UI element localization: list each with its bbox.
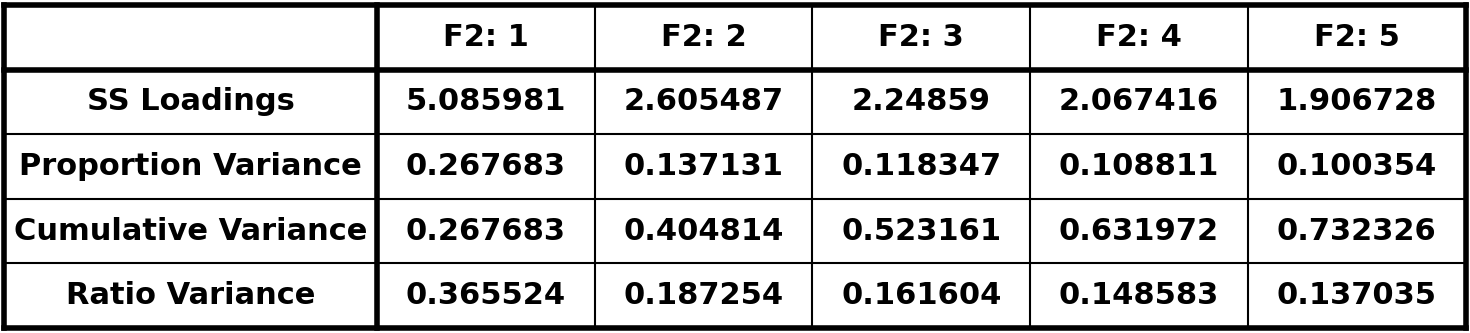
Text: F2: 4: F2: 4 — [1097, 23, 1182, 52]
Text: 0.137131: 0.137131 — [623, 152, 784, 181]
Text: 0.523161: 0.523161 — [841, 216, 1001, 246]
Text: 1.906728: 1.906728 — [1276, 87, 1436, 117]
Bar — [595, 70, 813, 134]
Text: Cumulative Variance: Cumulative Variance — [15, 216, 368, 246]
Text: F2: 3: F2: 3 — [879, 23, 964, 52]
Bar — [376, 5, 595, 70]
Text: Ratio Variance: Ratio Variance — [66, 281, 316, 310]
Text: Proportion Variance: Proportion Variance — [19, 152, 362, 181]
Bar — [4, 134, 376, 199]
Bar — [813, 134, 1030, 199]
Text: 5.085981: 5.085981 — [406, 87, 566, 117]
Bar — [813, 263, 1030, 328]
Bar — [1030, 134, 1248, 199]
Text: 0.137035: 0.137035 — [1277, 281, 1436, 310]
Bar — [813, 70, 1030, 134]
Bar — [1030, 70, 1248, 134]
Bar — [1030, 263, 1248, 328]
Text: 0.365524: 0.365524 — [406, 281, 566, 310]
Bar — [376, 134, 595, 199]
Bar — [1248, 5, 1466, 70]
Bar — [4, 199, 376, 263]
Text: 2.067416: 2.067416 — [1058, 87, 1219, 117]
Bar — [376, 263, 595, 328]
Text: 0.100354: 0.100354 — [1276, 152, 1436, 181]
Bar — [595, 263, 813, 328]
Bar — [4, 263, 376, 328]
Bar — [1248, 70, 1466, 134]
Text: 0.161604: 0.161604 — [841, 281, 1001, 310]
Text: 2.605487: 2.605487 — [623, 87, 784, 117]
Bar — [1248, 263, 1466, 328]
Bar — [376, 70, 595, 134]
Text: F2: 1: F2: 1 — [442, 23, 529, 52]
Text: F2: 5: F2: 5 — [1314, 23, 1399, 52]
Bar — [4, 5, 376, 70]
Bar — [1248, 134, 1466, 199]
Bar — [813, 5, 1030, 70]
Text: 2.24859: 2.24859 — [851, 87, 991, 117]
Text: 0.267683: 0.267683 — [406, 152, 566, 181]
Bar — [1030, 199, 1248, 263]
Bar — [376, 199, 595, 263]
Bar — [595, 5, 813, 70]
Text: 0.732326: 0.732326 — [1277, 216, 1436, 246]
Text: SS Loadings: SS Loadings — [87, 87, 294, 117]
Text: 0.148583: 0.148583 — [1058, 281, 1219, 310]
Bar — [813, 199, 1030, 263]
Text: 0.187254: 0.187254 — [623, 281, 784, 310]
Text: F2: 2: F2: 2 — [660, 23, 747, 52]
Bar — [595, 134, 813, 199]
Text: 0.118347: 0.118347 — [841, 152, 1001, 181]
Text: 0.631972: 0.631972 — [1058, 216, 1219, 246]
Text: 0.404814: 0.404814 — [623, 216, 784, 246]
Bar — [1248, 199, 1466, 263]
Bar — [595, 199, 813, 263]
Bar — [1030, 5, 1248, 70]
Text: 0.267683: 0.267683 — [406, 216, 566, 246]
Bar — [4, 70, 376, 134]
Text: 0.108811: 0.108811 — [1058, 152, 1219, 181]
